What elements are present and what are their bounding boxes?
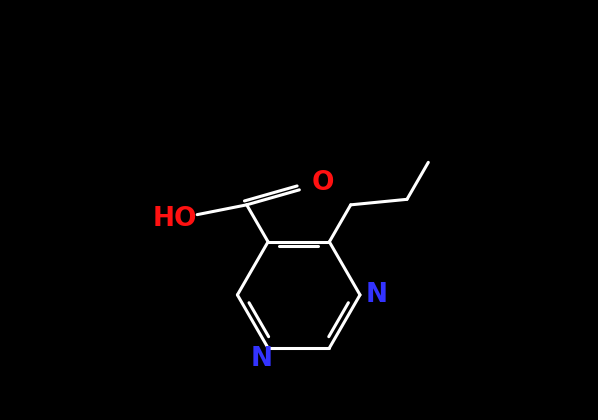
Text: HO: HO — [152, 206, 197, 232]
Text: O: O — [312, 170, 334, 196]
Text: N: N — [251, 346, 273, 372]
Text: N: N — [366, 282, 388, 308]
